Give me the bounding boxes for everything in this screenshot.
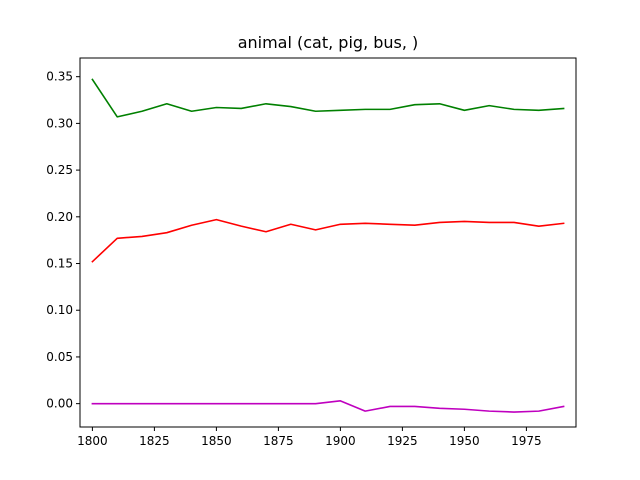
- y-tick-label: 0.20: [46, 210, 73, 224]
- y-tick-label: 0.00: [46, 397, 73, 411]
- x-tick-label: 1850: [201, 434, 232, 448]
- y-tick-label: 0.10: [46, 303, 73, 317]
- series-layer: [91, 78, 565, 413]
- chart-title: animal (cat, pig, bus, ): [238, 33, 419, 52]
- x-tick-label: 1800: [77, 434, 108, 448]
- y-tick-label: 0.35: [46, 70, 73, 84]
- y-tick-label: 0.25: [46, 163, 73, 177]
- x-tick-label: 1825: [139, 434, 170, 448]
- x-tick-label: 1925: [387, 434, 418, 448]
- x-tick-label: 1900: [325, 434, 356, 448]
- y-tick-label: 0.30: [46, 116, 73, 130]
- series-line-2: [91, 218, 565, 263]
- axes-frame: [79, 57, 577, 428]
- x-tick-label: 1950: [449, 434, 480, 448]
- y-tick-label: 0.05: [46, 350, 73, 364]
- x-tick-label: 1875: [263, 434, 294, 448]
- x-tick-label: 1975: [511, 434, 542, 448]
- x-axis: 1800 1825 1850 1875 1900 1925 1950 1975: [77, 427, 542, 448]
- series-line-1: [91, 78, 565, 118]
- y-tick-label: 0.15: [46, 257, 73, 271]
- y-axis: 0.00 0.05 0.10 0.15 0.20 0.25 0.30 0.35: [46, 70, 80, 411]
- series-line-3: [91, 400, 565, 413]
